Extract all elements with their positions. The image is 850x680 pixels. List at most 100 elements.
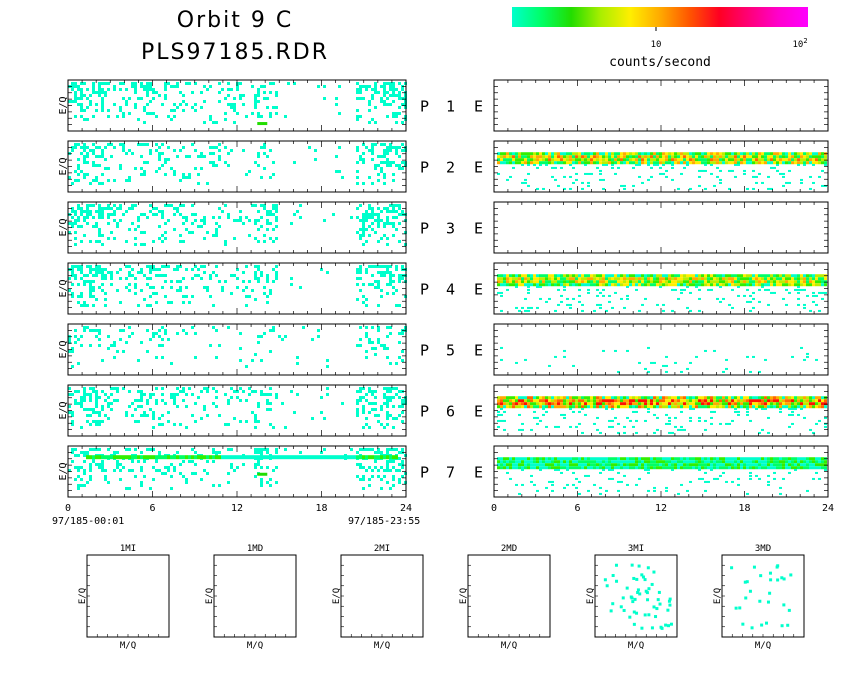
heat-cell xyxy=(767,187,770,190)
x-tick-label-left: 18 xyxy=(315,503,327,514)
heat-cell xyxy=(212,326,215,329)
heat-cell xyxy=(563,277,566,281)
heat-cell xyxy=(386,387,389,390)
heat-cell xyxy=(749,274,752,278)
heat-cell xyxy=(227,399,230,402)
heat-cell xyxy=(692,407,695,410)
heat-cell xyxy=(266,301,269,304)
heat-cell xyxy=(137,271,140,274)
heat-cell xyxy=(185,155,188,158)
heat-cell xyxy=(647,158,650,162)
heat-cell xyxy=(578,288,581,291)
heat-cell xyxy=(365,326,368,329)
heat-cell xyxy=(92,455,95,460)
heat-cell xyxy=(359,478,362,481)
heat-cell xyxy=(782,280,785,284)
heat-cell xyxy=(362,216,365,219)
heat-cell xyxy=(527,158,530,162)
heat-cell xyxy=(671,457,674,461)
heat-cell xyxy=(161,286,164,289)
heat-cell xyxy=(743,457,746,461)
mass-xlabel: M/Q xyxy=(247,641,263,651)
heat-cell xyxy=(647,466,650,470)
heat-cell xyxy=(644,396,647,400)
heat-cell xyxy=(395,149,398,152)
heat-cell xyxy=(500,294,503,297)
heat-cell xyxy=(617,283,620,287)
heat-cell xyxy=(518,460,521,464)
heat-cell xyxy=(125,103,128,106)
heat-cell xyxy=(671,274,674,278)
heat-cell xyxy=(173,396,176,399)
heat-cell xyxy=(185,228,188,231)
heat-cell xyxy=(197,268,200,271)
heat-cell xyxy=(770,274,773,278)
heat-cell xyxy=(806,489,809,492)
heat-cell xyxy=(221,289,224,292)
heat-cell xyxy=(746,407,749,410)
heat-cell xyxy=(677,280,680,284)
heat-cell xyxy=(362,408,365,411)
heat-cell xyxy=(809,405,812,409)
heat-cell xyxy=(302,455,305,460)
heat-cell xyxy=(521,468,524,471)
heat-cell xyxy=(731,283,734,287)
heat-cell xyxy=(80,106,83,109)
heat-cell xyxy=(245,295,248,298)
heat-cell xyxy=(206,289,209,292)
heat-cell xyxy=(86,481,89,484)
heat-cell xyxy=(365,356,368,359)
heat-cell xyxy=(149,455,152,460)
heat-cell xyxy=(239,94,242,97)
heat-cell xyxy=(764,280,767,284)
heat-cell xyxy=(761,155,764,159)
heat-cell xyxy=(761,161,764,165)
heat-cell xyxy=(221,455,224,460)
heat-cell xyxy=(797,288,800,291)
heat-cell xyxy=(767,405,770,409)
heat-cell xyxy=(389,387,392,390)
heat-cell xyxy=(371,222,374,225)
heat-cell xyxy=(260,451,263,454)
heat-cell xyxy=(365,423,368,426)
heat-cell xyxy=(542,187,545,190)
mass-xlabel: M/Q xyxy=(755,641,771,651)
heat-cell xyxy=(788,463,791,467)
heat-cell xyxy=(140,396,143,399)
heat-cell xyxy=(716,277,719,281)
heat-cell xyxy=(302,326,305,329)
heat-cell xyxy=(71,149,74,152)
heat-cell xyxy=(668,396,671,400)
heat-cell xyxy=(224,97,227,100)
heat-cell xyxy=(161,234,164,237)
mass-point xyxy=(615,579,619,583)
heat-cell xyxy=(590,277,593,281)
mass-point xyxy=(609,609,613,613)
heat-cell xyxy=(638,405,641,409)
heat-cell xyxy=(383,455,386,460)
heat-cell xyxy=(704,463,707,467)
heat-cell xyxy=(80,426,83,429)
heat-cell xyxy=(593,277,596,281)
x-tick-label-right: 24 xyxy=(822,503,834,514)
heat-cell xyxy=(737,274,740,278)
heat-cell xyxy=(587,184,590,187)
row-number: 2 xyxy=(446,159,455,177)
heat-cell xyxy=(662,396,665,400)
heat-cell xyxy=(92,289,95,292)
heat-cell xyxy=(701,169,704,172)
heat-cell xyxy=(599,291,602,294)
heat-cell xyxy=(95,448,98,451)
heat-cell xyxy=(641,457,644,461)
heat-cell xyxy=(161,213,164,216)
heat-cell xyxy=(665,364,668,367)
heat-cell xyxy=(248,387,251,390)
heat-cell xyxy=(176,106,179,109)
heat-cell xyxy=(656,405,659,409)
heat-cell xyxy=(665,355,668,358)
heat-cell xyxy=(695,396,698,400)
heat-cell xyxy=(557,399,560,403)
heat-cell xyxy=(83,396,86,399)
heat-cell xyxy=(650,466,653,470)
